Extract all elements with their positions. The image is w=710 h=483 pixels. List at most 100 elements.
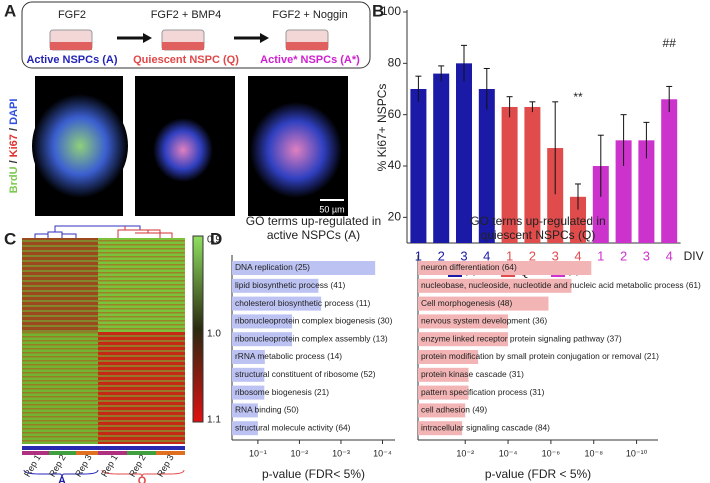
x-tick-label: 1 [597, 248, 604, 263]
bar [418, 332, 509, 347]
stain-label: BrdU / Ki67 / DAPI [8, 99, 20, 194]
scale-bar-label: 50 µm [319, 204, 344, 214]
bar [410, 89, 427, 243]
x-tick-label: 10⁻¹⁰ [626, 448, 648, 458]
state-label: Active* NSPCs (A*) [260, 54, 360, 66]
bar [418, 421, 463, 436]
category-label: pattern specification process (31) [421, 387, 545, 397]
condition: FGF2 + Noggin [272, 9, 348, 21]
colorbar-label: 1.1 [207, 415, 221, 426]
bar [418, 385, 469, 400]
panel-label: C [4, 229, 16, 248]
condition: FGF2 [58, 9, 86, 21]
bar [232, 332, 293, 347]
bar [418, 350, 479, 364]
panel-label: D [210, 229, 222, 248]
state-label: Quiescent NSPC (Q) [133, 54, 239, 66]
y-tick-label: 60 [388, 107, 402, 121]
x-axis-label: DIV [684, 249, 704, 263]
stain-word: DAPI [8, 99, 20, 125]
flasks [49, 29, 329, 51]
annotation: ** [573, 90, 583, 104]
x-tick-label: 1 [506, 248, 513, 263]
x-tick-label: 10⁻⁴ [373, 448, 392, 458]
category-label: cell adhesion (49) [421, 405, 487, 415]
x-tick-label: 2 [438, 248, 445, 263]
bar [547, 148, 564, 243]
chart-title: active NSPCs (A) [267, 228, 360, 242]
colorbar-label: 1.0 [207, 329, 221, 340]
x-tick-label: 10⁻³ [332, 448, 350, 458]
chart-title: quiescent NSPCs (Q) [481, 228, 596, 242]
bar [232, 314, 293, 329]
bar [232, 350, 265, 364]
micrographs [32, 76, 348, 216]
y-tick-label: 40 [388, 158, 402, 172]
bar [232, 278, 319, 293]
replicate-label: Rep 3 [155, 453, 176, 479]
chart-title: GO terms up-regulated in [246, 214, 381, 228]
x-tick-label: 10⁻⁴ [499, 448, 518, 458]
x-axis-label: p-value (FDR< 5%) [262, 467, 365, 481]
replicate-label: Rep 1 [22, 453, 43, 479]
category-label: Cell morphogenesis (48) [421, 298, 512, 308]
stain-word: BrdU [8, 166, 20, 193]
category-label: protein kinase cascade (31) [421, 369, 524, 379]
category-label: DNA replication (25) [235, 262, 310, 272]
stain-word: / [8, 125, 20, 134]
bar [501, 106, 518, 243]
category-label: neuron differentiation (64) [421, 262, 517, 272]
x-tick-label: 10⁻⁸ [584, 448, 603, 458]
category-label: lipid biosynthetic process (41) [235, 280, 346, 290]
replicate-label: Rep 3 [73, 453, 94, 479]
bar [232, 385, 265, 400]
bar [232, 403, 258, 418]
category-label: ribonucleoprotein complex biogenesis (30… [235, 316, 393, 326]
category-label: cholesterol biosynthetic process (11) [235, 298, 371, 308]
category-label: rRNA metabolic process (14) [235, 351, 342, 361]
stain-word: Ki67 [8, 134, 20, 157]
bar [661, 99, 678, 244]
category-label: protein modification by small protein co… [421, 351, 659, 361]
category-label: enzyme linked receptor protein signaling… [421, 333, 622, 343]
y-axis-label: % Ki67+ NSPCs [375, 84, 389, 172]
bar [592, 166, 609, 243]
bar [524, 106, 541, 243]
x-axis-label: p-value (FDR < 5%) [485, 467, 591, 481]
x-tick-label: 10⁻² [456, 448, 474, 458]
category-label: ribosome biogenesis (21) [235, 387, 329, 397]
x-tick-label: 3 [552, 248, 559, 263]
x-tick-label: 10⁻² [291, 448, 309, 458]
x-tick-label: 10⁻⁶ [542, 448, 561, 458]
bar [418, 296, 549, 311]
bar [418, 278, 572, 293]
bar [232, 296, 322, 311]
panel-label: A [4, 1, 16, 20]
category-label: nucleobase, nucleoside, nucleotide and n… [421, 280, 701, 290]
bar [570, 196, 586, 243]
bar [478, 89, 495, 243]
bar [418, 314, 509, 329]
condition: FGF2 + BMP4 [151, 9, 222, 21]
category-label: structural constituent of ribosome (52) [235, 369, 376, 379]
bar [232, 261, 376, 275]
x-tick-label: 4 [666, 248, 673, 263]
x-tick-label: 4 [574, 248, 581, 263]
x-tick-label: 2 [529, 248, 536, 263]
y-tick-label: 20 [388, 210, 402, 224]
bar [638, 140, 655, 243]
bar [418, 403, 466, 418]
state-label: Active NSPCs (A) [26, 54, 117, 66]
bar [232, 367, 265, 382]
x-tick-label: 4 [483, 248, 490, 263]
x-tick-label: 2 [620, 248, 627, 263]
stain-word: / [8, 157, 20, 166]
group-label: Q [138, 475, 147, 483]
category-label: RNA binding (50) [235, 405, 299, 415]
x-tick-label: 3 [460, 248, 467, 263]
bar [433, 73, 450, 243]
bar [615, 140, 632, 243]
heatmap [22, 225, 204, 479]
x-tick-label: 3 [643, 248, 650, 263]
annotation: ## [663, 36, 677, 50]
